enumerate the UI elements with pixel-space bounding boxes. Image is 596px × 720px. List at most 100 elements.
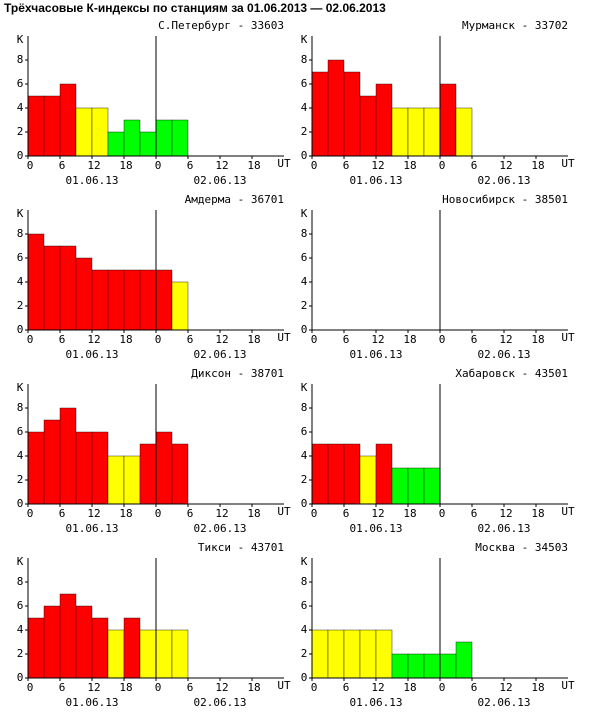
y-tick-label: 4 [301, 623, 308, 636]
y-tick-label: 0 [17, 323, 24, 336]
bar [327, 443, 345, 505]
y-tick-label: 4 [17, 101, 24, 114]
bar [327, 629, 345, 679]
bar [439, 653, 457, 679]
bar [171, 119, 189, 157]
y-tick-label: 8 [301, 53, 308, 66]
y-tick-label: 8 [301, 401, 308, 414]
x-tick-label: 18 [119, 681, 132, 694]
x-tick-label: 6 [471, 333, 478, 346]
bar [123, 455, 141, 505]
y-tick-label: 6 [17, 425, 24, 438]
x-tick-label: 6 [59, 159, 66, 172]
y-tick-label: 0 [301, 497, 308, 510]
x-tick-label: 12 [499, 333, 512, 346]
x-tick-label: 0 [311, 333, 318, 346]
x-tick-label: 6 [343, 507, 350, 520]
bar [155, 629, 173, 679]
x-tick-label: 0 [439, 507, 446, 520]
bar [27, 233, 45, 331]
x-axis-label: UT [277, 331, 291, 344]
x-tick-label: 12 [499, 507, 512, 520]
y-tick-label: 8 [17, 227, 24, 240]
bar [27, 431, 45, 505]
bar [75, 107, 93, 157]
bar [123, 617, 141, 679]
bar [59, 83, 77, 157]
date-label: 02.06.13 [478, 174, 531, 187]
bar [423, 467, 441, 505]
x-tick-label: 18 [247, 507, 260, 520]
y-tick-label: 8 [17, 575, 24, 588]
x-axis-label: UT [561, 505, 575, 518]
x-tick-label: 6 [343, 333, 350, 346]
date-label: 01.06.13 [350, 522, 403, 535]
y-tick-label: 8 [17, 53, 24, 66]
bar [107, 455, 125, 505]
x-tick-label: 0 [439, 159, 446, 172]
x-axis-label: UT [277, 157, 291, 170]
bar [407, 653, 425, 679]
x-tick-label: 12 [215, 507, 228, 520]
bar [391, 107, 409, 157]
y-tick-label: 6 [17, 599, 24, 612]
bar [311, 629, 329, 679]
x-tick-label: 6 [471, 681, 478, 694]
y-tick-label: 4 [301, 275, 308, 288]
x-tick-label: 0 [439, 681, 446, 694]
bar [59, 407, 77, 505]
x-axis-label: UT [277, 505, 291, 518]
bar [91, 617, 109, 679]
bar [43, 605, 61, 679]
bar [343, 71, 361, 157]
x-tick-label: 0 [311, 507, 318, 520]
bar [375, 83, 393, 157]
date-label: 01.06.13 [350, 348, 403, 361]
x-tick-label: 0 [27, 507, 34, 520]
x-tick-label: 18 [403, 159, 416, 172]
x-tick-label: 18 [119, 507, 132, 520]
date-label: 01.06.13 [66, 522, 119, 535]
y-tick-label: 0 [301, 323, 308, 336]
x-tick-label: 12 [215, 159, 228, 172]
y-axis-label: К [301, 33, 308, 46]
x-tick-label: 12 [215, 681, 228, 694]
y-axis-label: К [301, 207, 308, 220]
bar [311, 443, 329, 505]
x-tick-label: 0 [27, 333, 34, 346]
bar [27, 617, 45, 679]
y-axis-label: К [17, 555, 24, 568]
bar [107, 269, 125, 331]
x-tick-label: 12 [87, 681, 100, 694]
bar [107, 131, 125, 157]
bar [155, 119, 173, 157]
y-tick-label: 4 [17, 449, 24, 462]
bar [391, 467, 409, 505]
y-tick-label: 2 [17, 125, 24, 138]
x-tick-label: 0 [311, 681, 318, 694]
x-tick-label: 18 [247, 333, 260, 346]
y-tick-label: 2 [301, 647, 308, 660]
bar [91, 269, 109, 331]
y-axis-label: К [301, 381, 308, 394]
bar [359, 455, 377, 505]
y-tick-label: 2 [17, 647, 24, 660]
bar [27, 95, 45, 157]
bar [139, 269, 157, 331]
y-tick-label: 4 [301, 449, 308, 462]
x-tick-label: 12 [499, 159, 512, 172]
y-axis-label: К [17, 207, 24, 220]
x-tick-label: 12 [87, 507, 100, 520]
date-label: 02.06.13 [194, 696, 247, 709]
x-tick-label: 6 [471, 507, 478, 520]
bar [359, 629, 377, 679]
page-title: Трёхчасовые К-индексы по станциям за 01.… [4, 1, 386, 15]
bar [375, 629, 393, 679]
date-label: 01.06.13 [66, 696, 119, 709]
x-tick-label: 12 [371, 681, 384, 694]
date-label: 02.06.13 [478, 348, 531, 361]
y-tick-label: 0 [17, 497, 24, 510]
y-tick-label: 6 [301, 599, 308, 612]
x-tick-label: 12 [371, 333, 384, 346]
x-tick-label: 18 [403, 507, 416, 520]
